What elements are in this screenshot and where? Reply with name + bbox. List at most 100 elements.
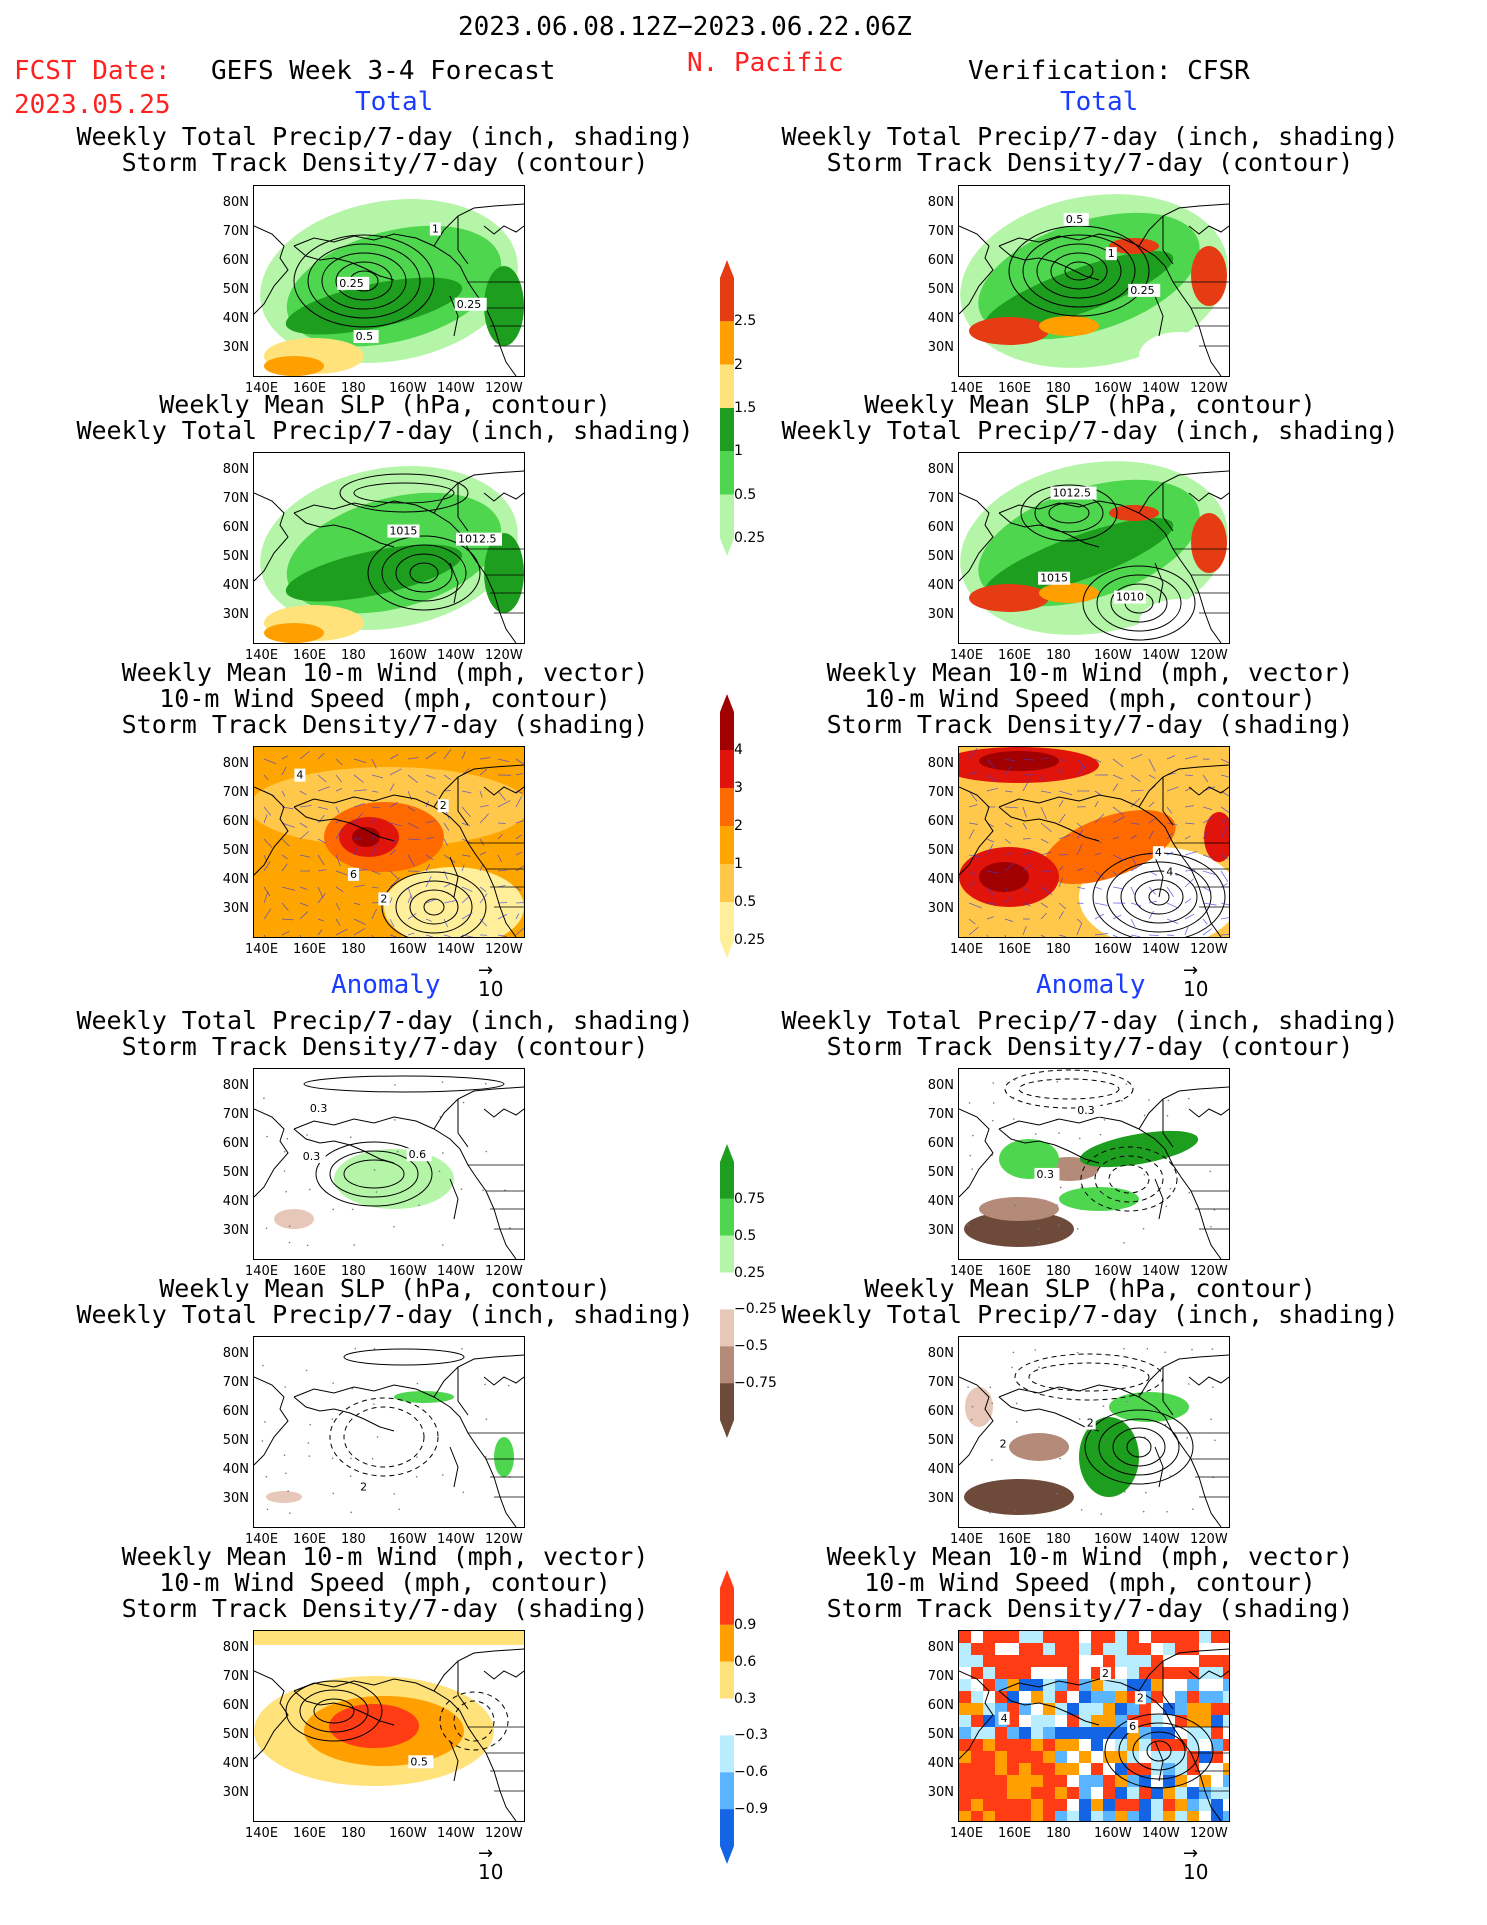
panel-title-ob_precip-0: Weekly Total Precip/7-day (inch, shading… <box>781 122 1399 151</box>
contour-label-bg <box>1128 283 1161 297</box>
contour-label-bg <box>406 1148 432 1162</box>
lat-tick-ob_awind-0: 80N <box>927 1640 954 1655</box>
vector-ref-ob_awind: → 10 <box>1183 1843 1208 1885</box>
map-plot-fc_slp: 1015 1012.5 <box>254 466 524 643</box>
map-plot-fc_awind: 0.5 <box>254 1631 524 1821</box>
panel-title-ob_slp-0: Weekly Mean SLP (hPa, contour) <box>864 390 1316 419</box>
lon-tick-fc_aprecip-5: 120W <box>485 1264 523 1279</box>
contour-label-fc_aprecip-1: 0.3 <box>303 1150 321 1163</box>
lon-tick-fc_precip-0: 140E <box>245 381 279 396</box>
lon-tick-ob_wind-3: 160W <box>1094 942 1132 957</box>
lat-tick-fc_awind-4: 40N <box>222 1756 249 1771</box>
vector-ref-ob_wind: → 10 <box>1183 962 1208 1002</box>
lon-tick-fc_awind-3: 160W <box>389 1826 427 1841</box>
lon-tick-ob_precip-5: 120W <box>1190 381 1228 396</box>
lon-tick-fc_aslp-4: 140W <box>437 1532 475 1547</box>
lon-tick-ob_aprecip-0: 140E <box>950 1264 984 1279</box>
contour-label-fc_slp-0: 1015 <box>389 525 417 538</box>
lon-tick-fc_aprecip-2: 180 <box>341 1264 366 1279</box>
lon-tick-ob_slp-0: 140E <box>950 648 984 663</box>
lat-tick-fc_slp-2: 60N <box>222 520 249 535</box>
map-plot-ob_slp: 1010 1012.5 1015 <box>959 461 1229 643</box>
panel-title-ob_aslp-0: Weekly Mean SLP (hPa, contour) <box>864 1274 1316 1303</box>
contour-label-ob_precip-2: 1 <box>1108 247 1115 260</box>
lat-tick-ob_precip-4: 40N <box>927 311 954 326</box>
lon-tick-fc_awind-5: 120W <box>485 1826 523 1841</box>
lon-tick-ob_awind-4: 140W <box>1142 1826 1180 1841</box>
lon-tick-ob_aslp-4: 140W <box>1142 1532 1180 1547</box>
colorbar-label-precip-5: 0.25 <box>734 530 766 546</box>
map-plot-ob_aslp: 22 <box>959 1347 1229 1527</box>
contour-label-bg <box>1152 846 1164 860</box>
lat-tick-fc_aslp-1: 70N <box>222 1375 249 1390</box>
lat-tick-ob_awind-4: 40N <box>927 1756 954 1771</box>
contour-label-bg <box>408 1755 434 1769</box>
panel-title-ob_aprecip-1: Storm Track Density/7-day (contour) <box>826 1032 1354 1061</box>
contour-label-fc_precip-2: 1 <box>432 222 439 235</box>
lat-tick-ob_aslp-1: 70N <box>927 1375 954 1390</box>
lon-tick-fc_slp-3: 160W <box>389 648 427 663</box>
colorbar-astorm <box>720 1570 734 1864</box>
contour-label-bg <box>307 1101 333 1115</box>
contour-label-fc_wind-0: 2 <box>440 799 447 812</box>
colorbar-label-storm-1: 3 <box>734 780 743 796</box>
colorbar-label-aprecip-2: 0.25 <box>734 1264 766 1281</box>
lat-tick-fc_wind-2: 60N <box>222 814 249 829</box>
contour-label-bg <box>378 892 390 906</box>
lon-tick-fc_slp-1: 160E <box>293 648 327 663</box>
fcst-date-value: 2023.05.25 <box>14 90 171 120</box>
panel-title-ob_slp-1: Weekly Total Precip/7-day (inch, shading… <box>781 416 1399 445</box>
lon-tick-ob_aslp-5: 120W <box>1190 1532 1228 1547</box>
colorbar-label-astorm-3: −0.3 <box>734 1727 768 1744</box>
colorbar-label-precip-1: 2 <box>734 356 743 373</box>
contour-label-bg <box>1134 1691 1146 1705</box>
contour-label-bg <box>1063 212 1089 226</box>
lon-tick-fc_wind-5: 120W <box>485 942 523 957</box>
vector-ref-arrow: → <box>1183 1843 1199 1864</box>
colorbar-aprecip <box>720 1144 734 1438</box>
lat-tick-ob_slp-5: 30N <box>927 607 954 622</box>
panel-title-fc_wind-2: Storm Track Density/7-day (shading) <box>121 710 649 739</box>
lat-tick-fc_precip-0: 80N <box>222 195 249 210</box>
panel-title-ob_awind-1: 10-m Wind Speed (mph, contour) <box>864 1568 1316 1597</box>
lon-tick-ob_aprecip-2: 180 <box>1046 1264 1071 1279</box>
contour-label-fc_awind-0: 0.5 <box>410 1755 428 1768</box>
lon-tick-ob_slp-2: 180 <box>1046 648 1071 663</box>
lon-tick-fc_precip-3: 160W <box>389 381 427 396</box>
verification-title: Verification: CFSR <box>968 56 1250 86</box>
lon-tick-ob_slp-5: 120W <box>1190 648 1228 663</box>
panel-title-fc_wind-0: Weekly Mean 10-m Wind (mph, vector) <box>121 658 649 687</box>
panel-title-ob_aprecip-0: Weekly Total Precip/7-day (inch, shading… <box>781 1006 1399 1035</box>
vector-ref-label: 10 <box>478 1860 504 1884</box>
lon-tick-fc_aprecip-3: 160W <box>389 1264 427 1279</box>
lon-tick-fc_precip-2: 180 <box>341 381 366 396</box>
colorbar-label-precip-3: 1 <box>734 443 743 460</box>
lat-tick-fc_precip-5: 30N <box>222 340 249 355</box>
colorbar-label-astorm-2: 0.3 <box>734 1690 757 1707</box>
lat-tick-fc_wind-3: 50N <box>222 843 249 858</box>
panel-title-ob_wind-2: Storm Track Density/7-day (shading) <box>826 710 1354 739</box>
lat-tick-ob_slp-4: 40N <box>927 578 954 593</box>
lon-tick-ob_wind-1: 160E <box>998 942 1032 957</box>
lat-tick-ob_slp-1: 70N <box>927 491 954 506</box>
vector-ref-arrow: → <box>478 1843 494 1864</box>
lat-tick-ob_aslp-2: 60N <box>927 1404 954 1419</box>
lon-tick-fc_wind-0: 140E <box>245 942 279 957</box>
lat-tick-ob_precip-1: 70N <box>927 224 954 239</box>
lat-tick-ob_precip-0: 80N <box>927 195 954 210</box>
lat-tick-ob_awind-1: 70N <box>927 1669 954 1684</box>
section-total-right: Total <box>1060 87 1139 117</box>
colorbar-label-astorm-5: −0.9 <box>734 1801 768 1818</box>
colorbar-wrap-storm <box>712 692 742 964</box>
lat-tick-fc_wind-5: 30N <box>222 901 249 916</box>
lat-tick-fc_aprecip-0: 80N <box>222 1078 249 1093</box>
lat-tick-ob_wind-1: 70N <box>927 785 954 800</box>
contour-label-bg <box>1075 1103 1101 1117</box>
contour-label-ob_awind-0: 2 <box>1137 1691 1144 1704</box>
lon-tick-ob_aslp-2: 180 <box>1046 1532 1071 1547</box>
lon-tick-ob_awind-1: 160E <box>998 1826 1032 1841</box>
section-anomaly-right: Anomaly <box>1036 970 1146 1000</box>
contour-label-bg <box>1050 486 1097 500</box>
lon-tick-fc_wind-2: 180 <box>341 942 366 957</box>
